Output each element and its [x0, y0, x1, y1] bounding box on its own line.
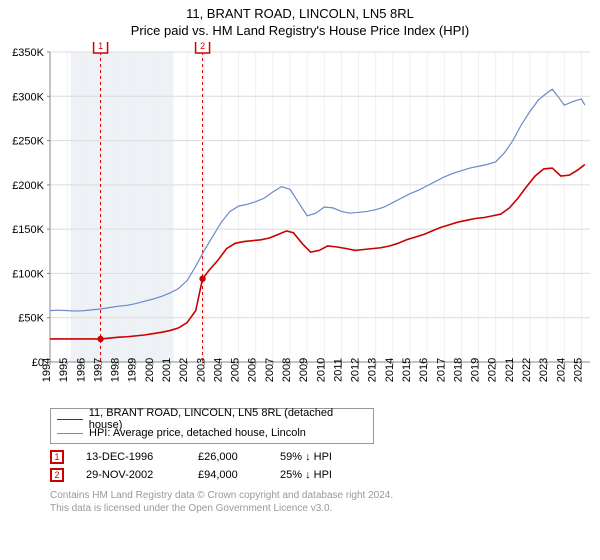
- svg-text:2008: 2008: [281, 358, 293, 382]
- svg-text:£200K: £200K: [12, 180, 44, 192]
- svg-text:1997: 1997: [92, 358, 104, 382]
- svg-text:2022: 2022: [521, 358, 533, 382]
- svg-text:2019: 2019: [470, 358, 482, 382]
- event-price: £26,000: [198, 451, 258, 463]
- svg-text:2017: 2017: [435, 358, 447, 382]
- svg-text:2009: 2009: [298, 358, 310, 382]
- svg-text:2021: 2021: [504, 358, 516, 382]
- event-date: 13-DEC-1996: [86, 451, 176, 463]
- svg-text:£150K: £150K: [12, 224, 44, 236]
- svg-text:£350K: £350K: [12, 47, 44, 59]
- svg-text:£100K: £100K: [12, 268, 44, 280]
- svg-text:1: 1: [98, 42, 103, 51]
- legend-swatch-hpi: [57, 433, 83, 434]
- chart-title-sub: Price paid vs. HM Land Registry's House …: [6, 23, 594, 38]
- svg-text:2012: 2012: [350, 358, 362, 382]
- svg-text:£300K: £300K: [12, 91, 44, 103]
- svg-text:£50K: £50K: [18, 313, 44, 325]
- svg-text:1995: 1995: [58, 358, 70, 382]
- footer-line: Contains HM Land Registry data © Crown c…: [50, 490, 594, 503]
- svg-text:2004: 2004: [212, 358, 224, 382]
- svg-text:2016: 2016: [418, 358, 430, 382]
- svg-text:2024: 2024: [555, 358, 567, 382]
- svg-text:2015: 2015: [401, 358, 413, 382]
- svg-text:1998: 1998: [110, 358, 122, 382]
- svg-text:2025: 2025: [572, 358, 584, 382]
- event-table: 1 13-DEC-1996 £26,000 59% ↓ HPI 2 29-NOV…: [50, 448, 594, 484]
- svg-text:2005: 2005: [230, 358, 242, 382]
- svg-text:2007: 2007: [264, 358, 276, 382]
- svg-text:2010: 2010: [315, 358, 327, 382]
- svg-text:1996: 1996: [75, 358, 87, 382]
- svg-text:2020: 2020: [487, 358, 499, 382]
- svg-text:2013: 2013: [367, 358, 379, 382]
- line-chart: £0£50K£100K£150K£200K£250K£300K£350K1994…: [6, 42, 594, 402]
- event-row: 1 13-DEC-1996 £26,000 59% ↓ HPI: [50, 448, 594, 466]
- event-marker-2: 2: [50, 468, 64, 482]
- svg-text:2: 2: [200, 42, 205, 51]
- svg-text:2011: 2011: [332, 358, 344, 382]
- svg-text:2018: 2018: [452, 358, 464, 382]
- legend: 11, BRANT ROAD, LINCOLN, LN5 8RL (detach…: [50, 408, 374, 444]
- legend-label-hpi: HPI: Average price, detached house, Linc…: [89, 427, 306, 439]
- svg-text:2000: 2000: [144, 358, 156, 382]
- event-price: £94,000: [198, 469, 258, 481]
- event-date: 29-NOV-2002: [86, 469, 176, 481]
- svg-text:2002: 2002: [178, 358, 190, 382]
- svg-text:2001: 2001: [161, 358, 173, 382]
- legend-swatch-price-paid: [57, 419, 83, 420]
- footer-attribution: Contains HM Land Registry data © Crown c…: [50, 490, 594, 515]
- svg-text:1994: 1994: [41, 358, 53, 382]
- svg-text:2006: 2006: [247, 358, 259, 382]
- chart-area: £0£50K£100K£150K£200K£250K£300K£350K1994…: [6, 42, 594, 402]
- event-row: 2 29-NOV-2002 £94,000 25% ↓ HPI: [50, 466, 594, 484]
- footer-line: This data is licensed under the Open Gov…: [50, 503, 594, 516]
- event-delta: 59% ↓ HPI: [280, 451, 360, 463]
- svg-text:1999: 1999: [127, 358, 139, 382]
- event-marker-1: 1: [50, 450, 64, 464]
- svg-text:2014: 2014: [384, 358, 396, 382]
- chart-title-address: 11, BRANT ROAD, LINCOLN, LN5 8RL: [6, 6, 594, 21]
- svg-text:£250K: £250K: [12, 136, 44, 148]
- event-delta: 25% ↓ HPI: [280, 469, 360, 481]
- svg-text:2023: 2023: [538, 358, 550, 382]
- svg-text:2003: 2003: [195, 358, 207, 382]
